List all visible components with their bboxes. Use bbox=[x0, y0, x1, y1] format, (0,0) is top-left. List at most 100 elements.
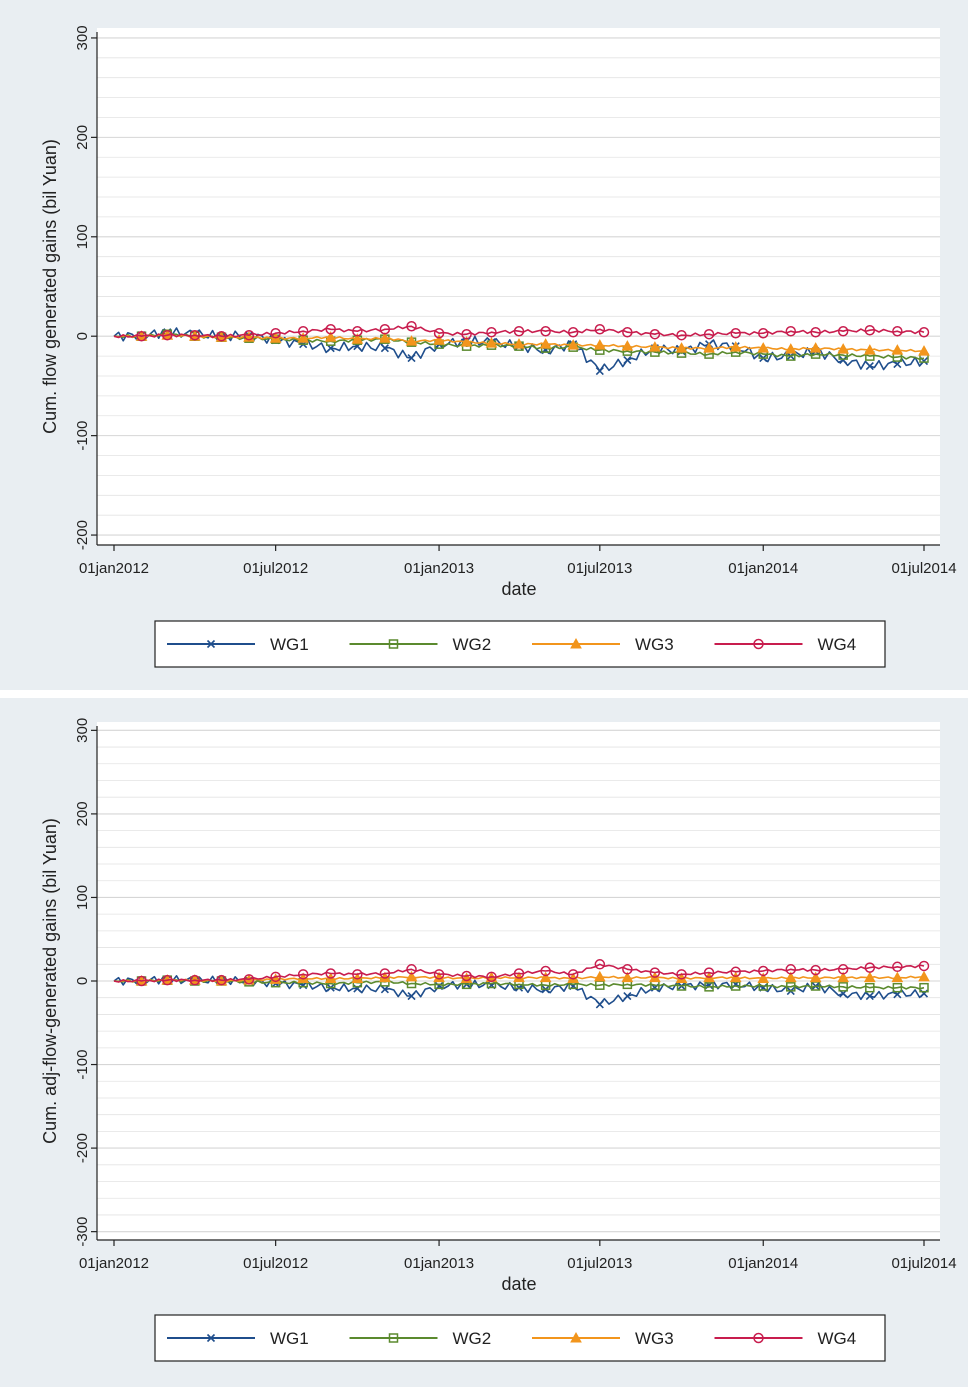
x-tick-label: 01jul2014 bbox=[891, 1255, 956, 1272]
data-point-wg3 bbox=[351, 333, 364, 344]
data-point-wg4 bbox=[757, 965, 769, 977]
series-wg3 bbox=[113, 970, 930, 986]
data-point-wg4 bbox=[136, 975, 147, 987]
legend-label: WG2 bbox=[453, 1329, 492, 1348]
data-point-wg3 bbox=[891, 344, 904, 355]
data-point-wg3 bbox=[539, 338, 552, 349]
legend-label: WG3 bbox=[635, 635, 674, 654]
data-point-wg4 bbox=[540, 325, 551, 337]
data-point-wg4 bbox=[730, 966, 741, 978]
data-point-wg4 bbox=[622, 964, 633, 975]
data-point-wg4 bbox=[594, 959, 606, 970]
y-axis: 300 200 100 0 -100 -200 Cum. flow generated ga… bbox=[40, 25, 98, 550]
data-point-wg3 bbox=[729, 971, 742, 983]
data-point-wg3 bbox=[621, 971, 634, 983]
data-point-wg3 bbox=[460, 336, 473, 347]
x-tick-label: 01jul2012 bbox=[243, 560, 308, 577]
data-point-wg4 bbox=[406, 964, 417, 975]
data-point-wg2 bbox=[786, 982, 796, 992]
data-point-wg3 bbox=[379, 332, 391, 343]
data-point-wg3 bbox=[539, 971, 552, 983]
data-point-wg3 bbox=[784, 343, 797, 354]
y-tick-label: -300 bbox=[74, 1217, 91, 1247]
data-point-wg4 bbox=[785, 325, 797, 337]
data-point-wg1 bbox=[407, 354, 416, 363]
data-point-wg4 bbox=[918, 326, 930, 338]
x-tick-label: 01jan2012 bbox=[79, 1255, 149, 1272]
data-point-wg4 bbox=[270, 971, 281, 983]
y-axis: 300 200 100 0 -100 -200 -300 Cum. adj-flow-gene… bbox=[40, 718, 98, 1247]
data-point-wg1 bbox=[380, 985, 389, 994]
data-point-wg3 bbox=[863, 971, 876, 983]
data-point-wg3 bbox=[729, 341, 742, 352]
x-tick-label: 01jul2013 bbox=[567, 560, 632, 577]
legend-label: WG4 bbox=[818, 1329, 857, 1348]
data-point-wg2 bbox=[704, 982, 714, 992]
chart-bottom-svg: 300 200 100 0 -100 -200 -300 Cum. adj-flow-gene… bbox=[0, 698, 968, 1387]
x-tick-label: 01jan2014 bbox=[728, 1255, 798, 1272]
data-point-wg4 bbox=[567, 326, 579, 338]
data-point-wg3 bbox=[593, 339, 606, 350]
x-tick-label: 01jul2014 bbox=[891, 560, 956, 577]
legend-marker-wg2 bbox=[388, 639, 399, 649]
data-point-wg4 bbox=[918, 960, 930, 972]
legend-item-wg2: WG2 bbox=[349, 1329, 492, 1348]
data-point-wg4 bbox=[810, 326, 821, 338]
data-point-wg3 bbox=[703, 342, 715, 353]
series-line-wg4 bbox=[113, 325, 925, 339]
y-axis-label: Cum. flow generated gains (bil Yuan) bbox=[40, 139, 60, 434]
x-axis-label: date bbox=[501, 1274, 536, 1294]
data-point-wg4 bbox=[622, 326, 633, 338]
data-point-wg1 bbox=[407, 991, 416, 1001]
y-tick-label: -100 bbox=[74, 1050, 91, 1080]
chart-panel-top: 300 200 100 0 -100 -200 Cum. flow generated ga… bbox=[0, 0, 968, 690]
legend-label: WG2 bbox=[453, 635, 492, 654]
legend-item-wg4: WG4 bbox=[714, 635, 857, 654]
data-point-wg2 bbox=[838, 982, 848, 992]
series-line-wg4 bbox=[113, 963, 925, 983]
legend: WG1 WG2 WG3 WG4 bbox=[154, 620, 886, 668]
data-point-wg4 bbox=[649, 967, 661, 978]
data-point-wg4 bbox=[837, 325, 849, 337]
data-point-wg4 bbox=[676, 969, 687, 980]
data-point-wg3 bbox=[918, 970, 930, 982]
plot-area bbox=[97, 28, 940, 545]
data-point-wg2 bbox=[919, 982, 929, 993]
y-tick-label: 200 bbox=[74, 125, 91, 150]
data-point-wg4 bbox=[216, 974, 227, 986]
data-point-wg2 bbox=[865, 982, 875, 993]
x-tick-label: 01jul2012 bbox=[243, 1255, 308, 1272]
x-tick-label: 01jan2013 bbox=[404, 560, 474, 577]
data-point-wg1 bbox=[623, 991, 632, 1001]
x-axis: 01jan2012 01jul2012 01jan2013 01jul2013 01ja… bbox=[79, 1239, 957, 1294]
data-point-wg4 bbox=[433, 969, 445, 980]
data-point-wg4 bbox=[325, 324, 336, 335]
legend-marker-wg1 bbox=[206, 639, 216, 649]
y-tick-label: -200 bbox=[74, 1133, 91, 1163]
data-point-wg4 bbox=[567, 969, 579, 980]
data-point-wg1 bbox=[595, 366, 604, 376]
data-point-wg3 bbox=[485, 337, 498, 348]
x-axis-label: date bbox=[501, 579, 536, 599]
legend-label: WG4 bbox=[818, 635, 857, 654]
data-point-wg4 bbox=[379, 968, 391, 979]
data-point-wg4 bbox=[703, 328, 715, 340]
data-point-wg3 bbox=[405, 970, 418, 982]
data-point-wg3 bbox=[621, 340, 634, 351]
legend-item-wg3: WG3 bbox=[532, 635, 674, 654]
x-tick-label: 01jul2013 bbox=[567, 1255, 632, 1272]
data-point-wg4 bbox=[216, 330, 227, 342]
data-point-wg3 bbox=[757, 972, 770, 983]
data-point-wg4 bbox=[136, 330, 147, 342]
legend-marker-wg1 bbox=[206, 1333, 216, 1343]
data-point-wg4 bbox=[270, 327, 281, 339]
legend-marker-wg3 bbox=[570, 637, 582, 649]
data-point-wg4 bbox=[703, 967, 715, 978]
legend-box bbox=[154, 620, 886, 668]
legend-item-wg4: WG4 bbox=[714, 1329, 857, 1348]
chart-panel-bottom: 300 200 100 0 -100 -200 -300 Cum. adj-flow-gene… bbox=[0, 698, 968, 1387]
data-point-wg3 bbox=[567, 339, 580, 350]
data-point-wg4 bbox=[594, 324, 606, 335]
data-point-wg1 bbox=[839, 356, 848, 365]
data-point-wg4 bbox=[730, 327, 741, 339]
